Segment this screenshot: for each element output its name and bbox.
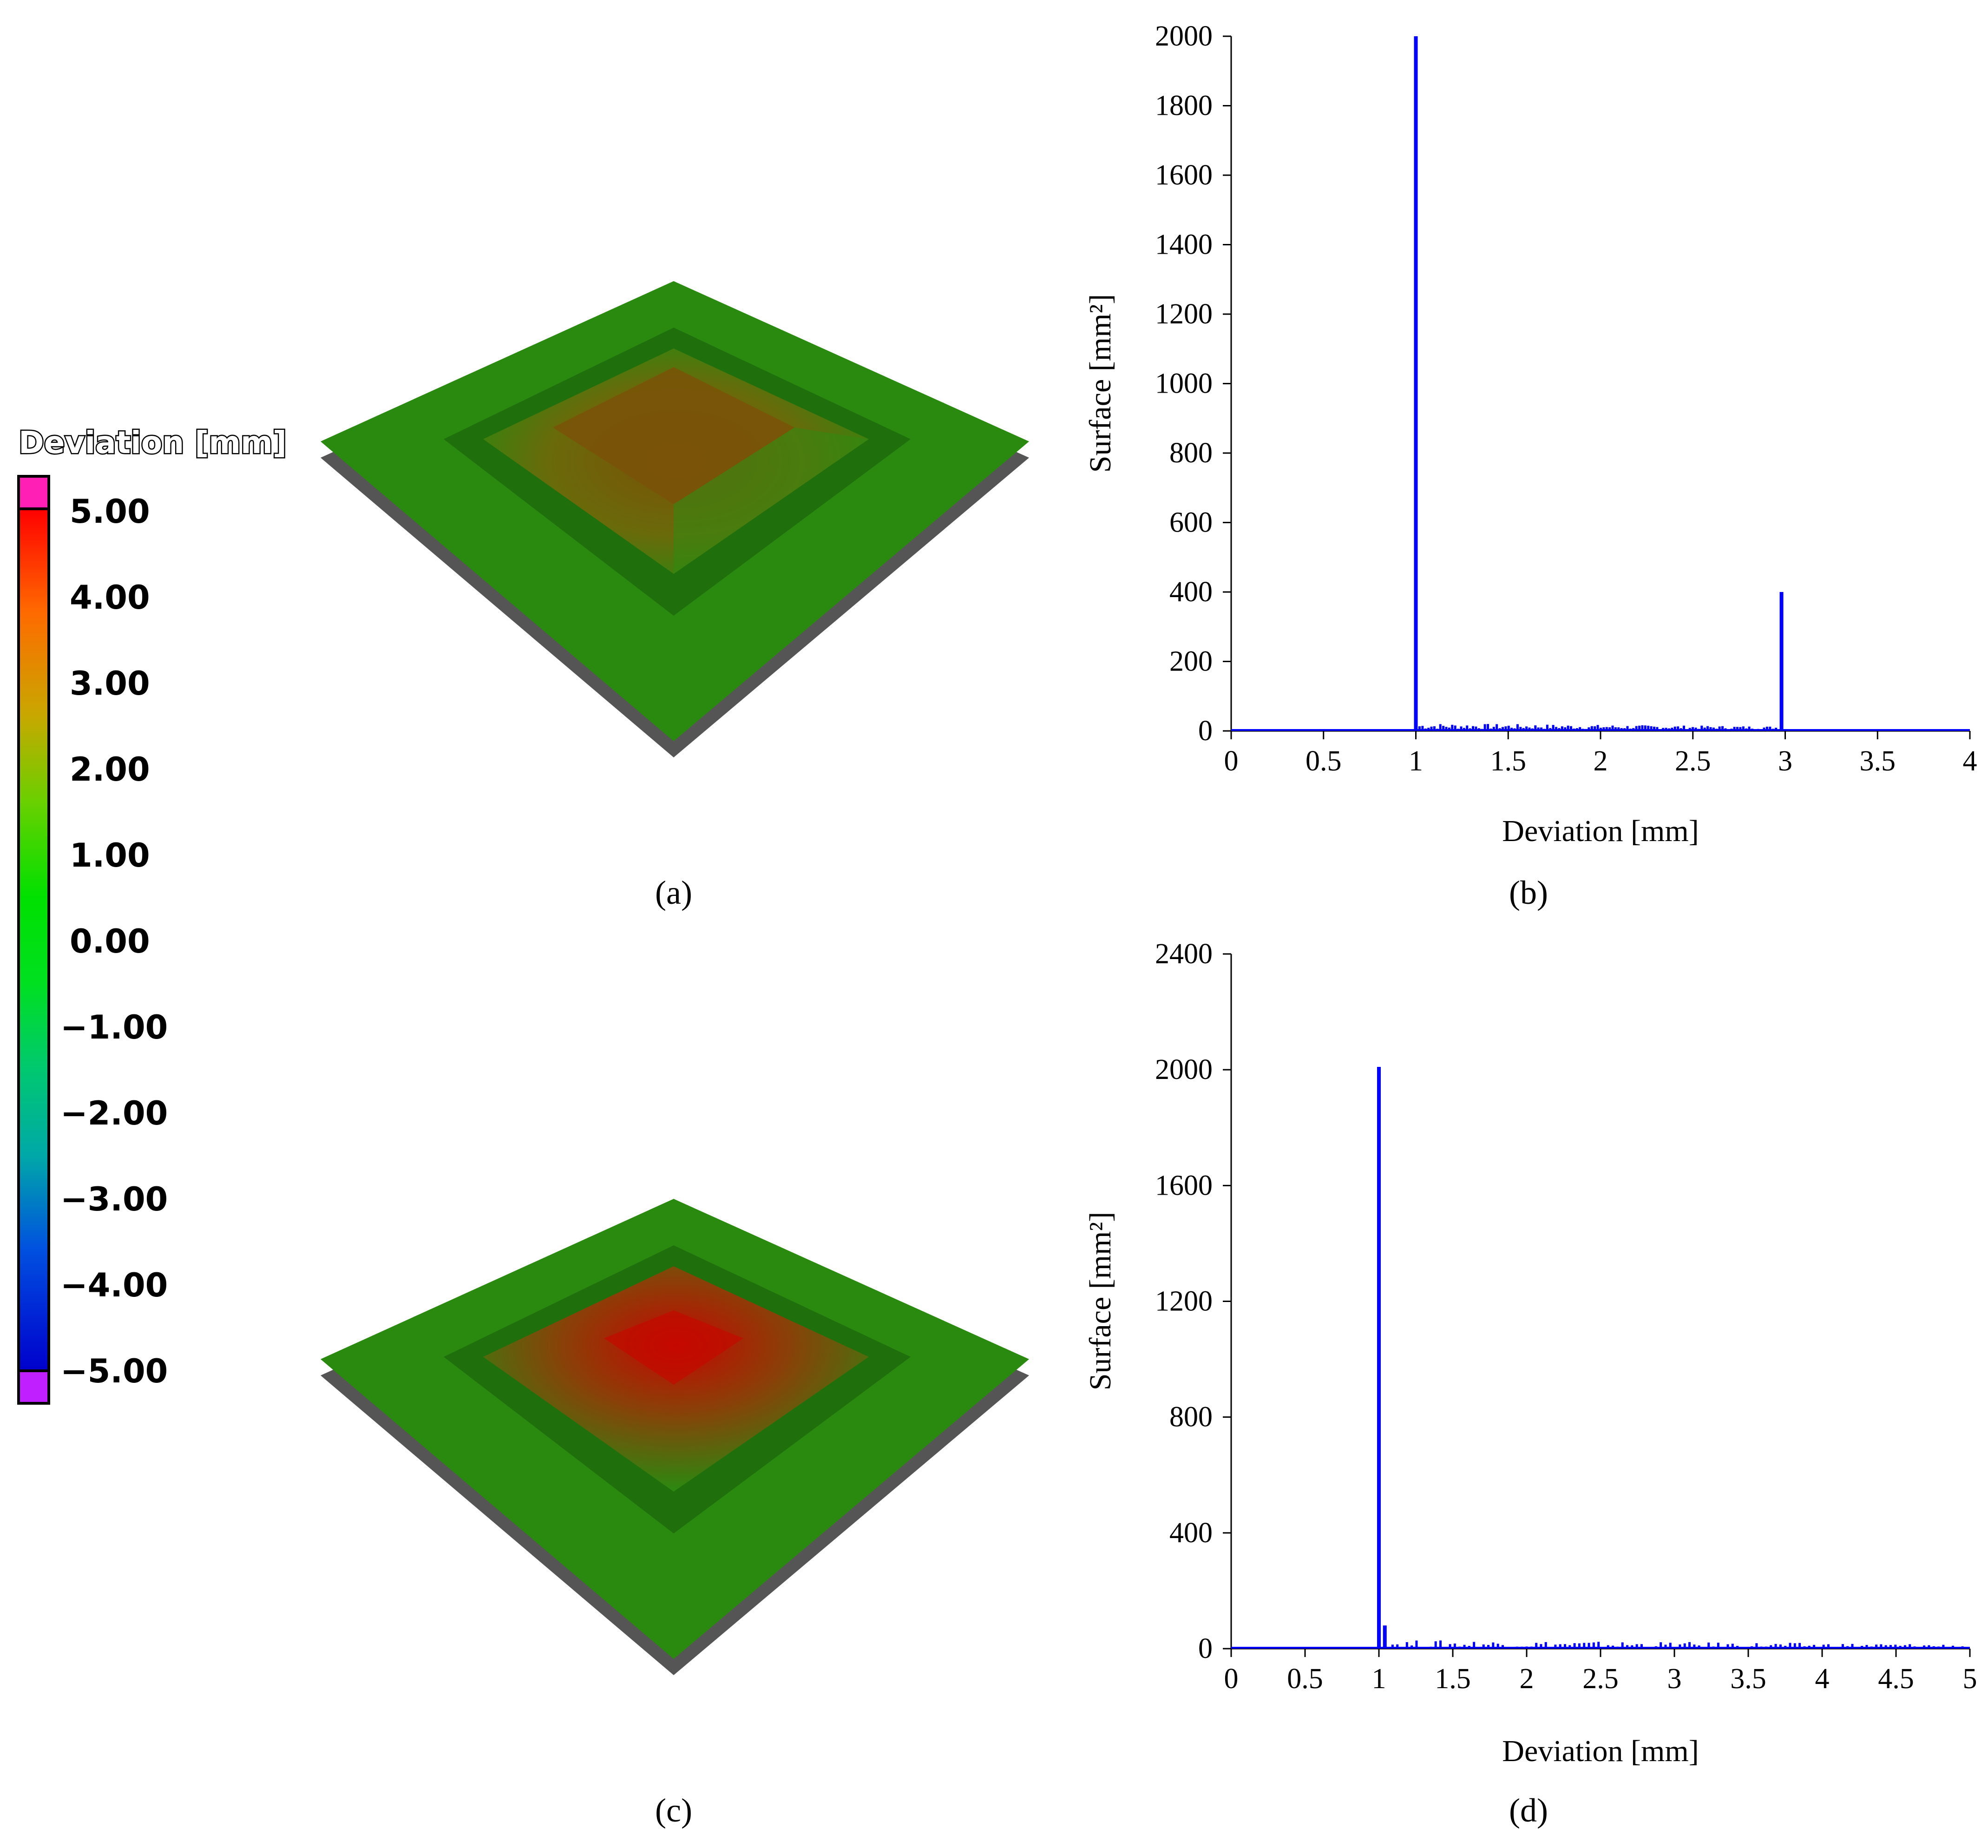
colorbar-tick: 2.00 [70,750,150,789]
caption-c: (c) [655,1792,692,1829]
caption-b: (b) [1509,874,1548,911]
x-tick-label: 1.5 [1435,1663,1471,1695]
x-tick-label: 4 [1815,1663,1830,1695]
pocket-peak [604,1310,743,1385]
colorbar-tick: −3.00 [60,1180,168,1218]
chart-b: 0 200 400 600 800 1000 1200 1400 1600 1800 2000 0 0.… [1083,20,1977,911]
chart-d-ylabel: Surface [mm²] [1083,1212,1117,1390]
y-tick-label: 2000 [1155,1054,1213,1085]
x-tick-label: 0 [1224,1663,1239,1695]
y-tick-label: 0 [1198,1633,1213,1664]
x-tick-label: 1 [1409,745,1423,777]
x-tick-label: 5 [1963,1663,1977,1695]
colorbar-tick: 4.00 [70,579,150,617]
pocket-wall-lower [674,427,869,574]
panel-a-surface: (a) [321,281,1029,911]
chart-d-xlabel: Deviation [mm] [1502,1734,1699,1768]
y-tick-label: 400 [1169,576,1213,608]
colorbar-gradient [17,507,50,1372]
caption-d: (d) [1509,1792,1548,1829]
y-tick-label: 2400 [1155,938,1213,970]
x-tick-label: 0.5 [1306,745,1342,777]
colorbar-tick: 0.00 [70,922,150,960]
x-tick-label: 2 [1520,1663,1534,1695]
y-tick-label: 600 [1169,507,1213,539]
colorbar-under-swatch [17,1369,50,1405]
x-tick-label: 0 [1224,745,1239,777]
colorbar-tick: −1.00 [60,1008,168,1046]
y-tick-label: 800 [1169,437,1213,469]
colorbar-tick: 5.00 [70,493,150,531]
x-tick-label: 3.5 [1860,745,1896,777]
y-tick-label: 1600 [1155,1170,1213,1201]
x-tick-label: 2.5 [1582,1663,1619,1695]
pocket-peak [553,367,794,504]
colorbar-tick: 3.00 [70,664,150,703]
y-tick-label: 1200 [1155,1286,1213,1317]
x-tick-label: 2.5 [1675,745,1711,777]
y-tick-label: 1800 [1155,90,1213,122]
y-tick-label: 800 [1169,1401,1213,1433]
chart-d: 0 400 800 1200 1600 2000 2400 0 0.5 1 1.5 2 2.5 3 3.5 4… [1083,938,1977,1829]
y-tick-label: 1600 [1155,159,1213,191]
y-tick-label: 400 [1169,1517,1213,1549]
chart-b-plot: 0 200 400 600 800 1000 1200 1400 1600 1800 2000 0 0.… [1155,20,1977,777]
y-tick-label: 0 [1198,715,1213,747]
colorbar: Deviation [mm] 5.00 4.00 3.00 2.00 1.00 … [17,424,288,1405]
colorbar-tick: −2.00 [60,1094,168,1132]
colorbar-over-swatch [17,475,50,510]
y-tick-label: 2000 [1155,20,1213,52]
x-tick-label: 1.5 [1490,745,1527,777]
x-tick-label: 3 [1778,745,1792,777]
x-tick-label: 0.5 [1287,1663,1323,1695]
colorbar-tick: −4.00 [60,1266,168,1304]
colorbar-tick: −5.00 [60,1352,168,1390]
colorbar-ticks: 5.00 4.00 3.00 2.00 1.00 0.00 −1.00 −2.0… [60,492,169,1391]
x-tick-label: 2 [1594,745,1608,777]
colorbar-title: Deviation [mm] [19,425,287,460]
x-tick-label: 3 [1667,1663,1682,1695]
colorbar-tick: 1.00 [70,836,150,875]
x-tick-label: 4 [1963,745,1977,777]
y-tick-label: 1200 [1155,298,1213,330]
x-tick-label: 3.5 [1730,1663,1766,1695]
x-tick-label: 1 [1372,1663,1386,1695]
y-tick-label: 200 [1169,646,1213,677]
chart-b-xlabel: Deviation [mm] [1502,814,1699,848]
panel-c-surface: (c) [321,1199,1029,1829]
y-tick-label: 1000 [1155,368,1213,400]
chart-d-plot: 0 400 800 1200 1600 2000 2400 0 0.5 1 1.5 2 2.5 3 3.5 4… [1155,938,1977,1695]
chart-b-ylabel: Surface [mm²] [1083,294,1117,473]
caption-a: (a) [655,874,692,911]
x-tick-label: 4.5 [1878,1663,1914,1695]
y-tick-label: 1400 [1155,229,1213,261]
